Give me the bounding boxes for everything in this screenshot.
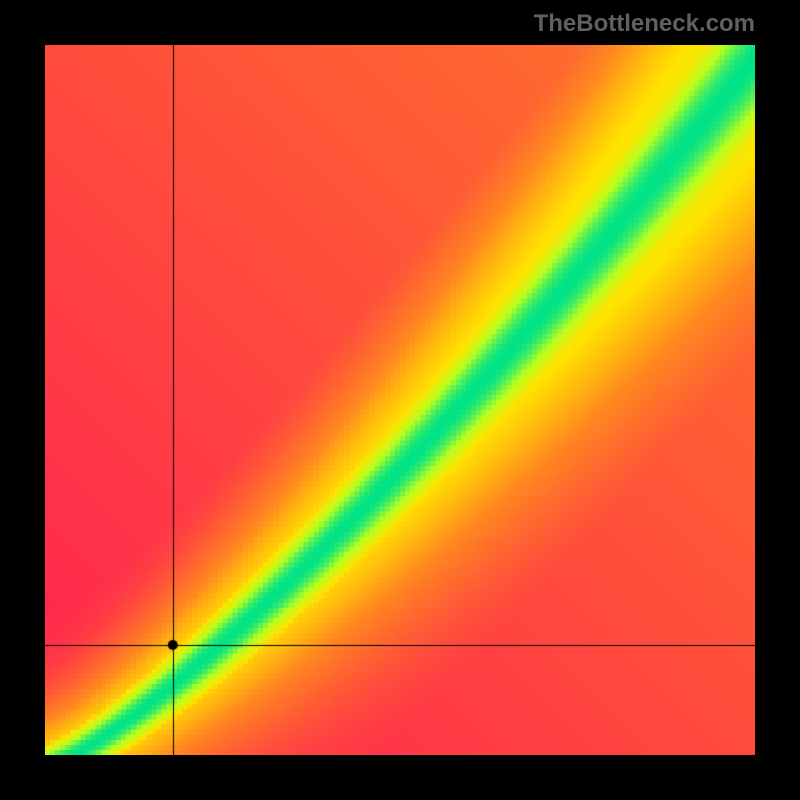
crosshair-overlay: [45, 45, 755, 755]
watermark-text: TheBottleneck.com: [534, 10, 755, 38]
